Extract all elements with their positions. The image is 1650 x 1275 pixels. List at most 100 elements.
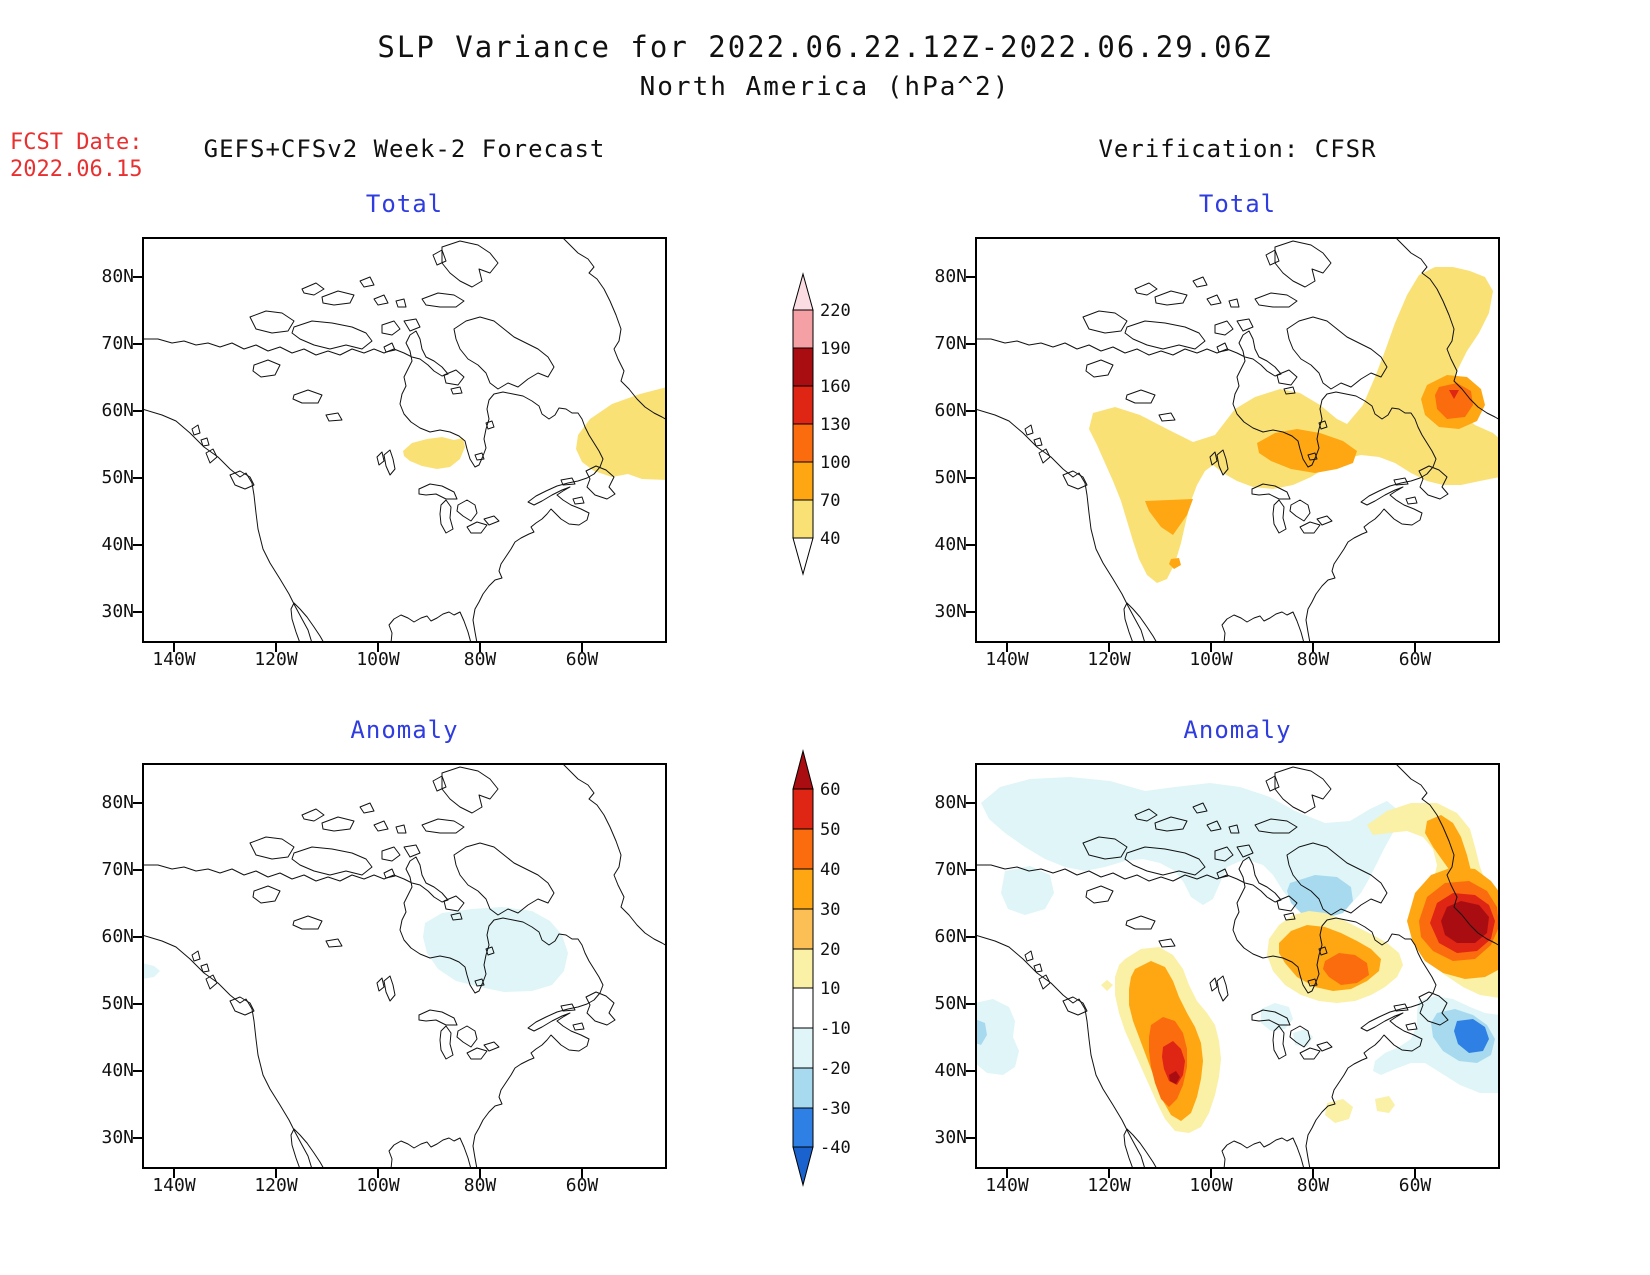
colorbar-label: 20 [820, 940, 840, 960]
panel-title-forecast-total: Total [365, 190, 444, 218]
lat-label: 70N [934, 333, 967, 354]
colorbar-label: 60 [820, 780, 840, 800]
map-verification-anomaly-svg [965, 763, 1500, 1179]
lat-label: 30N [934, 1127, 967, 1148]
coastline [142, 763, 667, 1169]
colorbar-label: -20 [820, 1059, 851, 1079]
fcst-date-value: 2022.06.15 [10, 157, 143, 182]
forecast-column-header: GEFS+CFSv2 Week-2 Forecast [203, 135, 606, 163]
contour-region [1169, 558, 1181, 569]
map-frame [142, 763, 667, 1169]
axis-ticks [132, 276, 583, 653]
colorbar-segment [792, 1067, 814, 1109]
verification-column-header: Verification: CFSR [1098, 135, 1377, 163]
colorbar-label: 190 [820, 339, 851, 359]
lon-label: 80W [1296, 1175, 1330, 1196]
contour-region [1257, 429, 1357, 473]
colorbar-segment [792, 868, 814, 910]
lat-label: 60N [934, 400, 967, 421]
colorbar-segment [792, 347, 814, 387]
map-verification-total: 80N 70N 60N 50N 40N 30N 140W 120W 100W 8… [934, 237, 1500, 670]
colorbar-segment [792, 499, 814, 539]
colorbar-segment [792, 1027, 814, 1069]
lat-label: 30N [101, 601, 134, 622]
colorbar-label: 220 [820, 301, 851, 321]
contour-region [1449, 390, 1459, 399]
lon-label: 80W [463, 1175, 497, 1196]
lon-label: 60W [565, 649, 599, 670]
panel-title-verification-anomaly: Anomaly [1183, 716, 1292, 744]
colorbar-segment [792, 908, 814, 950]
lat-label: 30N [101, 1127, 134, 1148]
map-forecast-total: 80N 70N 60N 50N 40N 30N 140W 120W 100W 8… [101, 237, 667, 670]
colorbar-bottom-arrow [792, 1146, 814, 1187]
lat-label: 70N [101, 859, 134, 880]
colorbar-label: 30 [820, 900, 840, 920]
colorbar-label: -30 [820, 1099, 851, 1119]
lat-label: 80N [101, 792, 134, 813]
contour-region [1375, 1096, 1395, 1113]
lat-label: 60N [101, 926, 134, 947]
colorbar-label: 40 [820, 860, 840, 880]
shaded-regions [403, 387, 667, 480]
lon-label: 100W [356, 649, 400, 670]
lat-label: 50N [101, 993, 134, 1014]
lon-label: 60W [1398, 1175, 1432, 1196]
map-frame [975, 237, 1500, 643]
lat-label: 40N [101, 534, 134, 555]
contour-region [1145, 499, 1193, 535]
lat-label: 40N [934, 534, 967, 555]
lat-label: 50N [934, 993, 967, 1014]
lon-label: 120W [1087, 649, 1131, 670]
lat-label: 60N [101, 400, 134, 421]
lon-label: 60W [1398, 649, 1432, 670]
lon-label: 100W [1189, 649, 1233, 670]
lat-label: 70N [101, 333, 134, 354]
contour-region [975, 1019, 987, 1045]
colorbar-label: 160 [820, 377, 851, 397]
lat-label: 80N [934, 792, 967, 813]
lon-label: 100W [356, 1175, 400, 1196]
map-verification-total-svg [965, 237, 1500, 653]
lat-label: 40N [934, 1060, 967, 1081]
page-subtitle: North America (hPa^2) [639, 72, 1011, 102]
contour-region [1162, 1041, 1185, 1085]
contour-region [1293, 1029, 1313, 1047]
colorbar-segment [792, 948, 814, 989]
colorbar-top-arrow [792, 749, 814, 790]
shaded-regions [1089, 267, 1500, 583]
colorbar-segment [792, 828, 814, 870]
panel-title-forecast-anomaly: Anomaly [350, 716, 459, 744]
total-colorbar: 220 190 160 130 100 70 40 [792, 272, 851, 576]
page-title: SLP Variance for 2022.06.22.12Z-2022.06.… [377, 30, 1273, 64]
contour-region [1089, 267, 1500, 583]
contour-region [1325, 1099, 1353, 1123]
colorbar-segment [792, 423, 814, 463]
contour-region [403, 437, 465, 469]
colorbar-label: 50 [820, 820, 840, 840]
lon-label: 140W [985, 1175, 1029, 1196]
lon-label: 60W [565, 1175, 599, 1196]
contour-region [423, 907, 568, 992]
colorbar-label: 100 [820, 453, 851, 473]
map-frame [142, 237, 667, 643]
lon-label: 80W [1296, 649, 1330, 670]
contour-region [1435, 383, 1473, 419]
colorbar-label: 130 [820, 415, 851, 435]
shaded-regions [975, 777, 1500, 1133]
lon-label: 140W [152, 649, 196, 670]
contour-region [1101, 980, 1113, 991]
lat-label: 50N [934, 467, 967, 488]
map-verification-anomaly: 80N 70N 60N 50N 40N 30N 140W 120W 100W 8… [934, 763, 1500, 1196]
colorbar-label: -10 [820, 1019, 851, 1039]
colorbar-label: 70 [820, 491, 840, 511]
contour-region [576, 387, 667, 480]
colorbar-segment [792, 385, 814, 425]
colorbar-label: 10 [820, 979, 840, 999]
colorbar-segment [792, 1107, 814, 1148]
shaded-regions [142, 907, 568, 992]
lat-label: 30N [934, 601, 967, 622]
contour-region [142, 963, 160, 979]
contour-region [975, 999, 1019, 1075]
lon-label: 100W [1189, 1175, 1233, 1196]
